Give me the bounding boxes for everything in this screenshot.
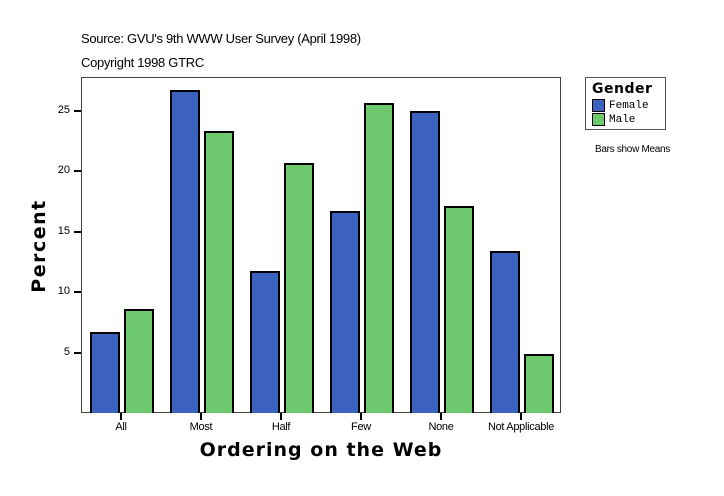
bar-male-most bbox=[204, 131, 234, 413]
bar-male-few bbox=[364, 103, 394, 413]
plot-area bbox=[81, 77, 561, 413]
bar-male-not-applicable bbox=[524, 353, 554, 413]
legend-label-female: Female bbox=[609, 99, 649, 112]
y-tick-label: 20 bbox=[57, 164, 70, 176]
legend: Gender Female Male bbox=[585, 77, 666, 130]
x-tick-label: Half bbox=[271, 421, 291, 433]
legend-label-male: Male bbox=[609, 113, 636, 126]
x-tick-label: None bbox=[428, 421, 454, 433]
bar-female-none bbox=[410, 110, 440, 413]
bar-female-few bbox=[330, 210, 360, 413]
legend-title: Gender bbox=[592, 81, 653, 97]
bar-male-none bbox=[444, 206, 474, 413]
bar-female-all bbox=[90, 331, 120, 413]
y-tick-label: 10 bbox=[57, 285, 70, 297]
bar-female-half bbox=[250, 271, 280, 413]
x-tick bbox=[520, 413, 522, 420]
y-tick bbox=[74, 109, 81, 112]
bar-female-not-applicable bbox=[490, 250, 520, 413]
bars-show-means-note: Bars show Means bbox=[595, 144, 670, 155]
y-tick bbox=[74, 351, 81, 354]
legend-item-male: Male bbox=[592, 113, 635, 126]
legend-item-female: Female bbox=[592, 99, 649, 112]
bar-male-all bbox=[124, 308, 154, 413]
x-tick-label: Few bbox=[351, 421, 371, 433]
bar-male-half bbox=[284, 162, 314, 413]
x-axis-title: Ordering on the Web bbox=[199, 439, 443, 461]
x-tick bbox=[200, 413, 202, 420]
x-tick-label: Not Applicable bbox=[487, 421, 555, 433]
bar-female-most bbox=[170, 89, 200, 413]
x-tick-label: Most bbox=[189, 421, 213, 433]
y-tick bbox=[74, 291, 81, 293]
y-tick bbox=[74, 230, 81, 233]
y-tick-label: 5 bbox=[63, 345, 70, 358]
copyright-text: Copyright 1998 GTRC bbox=[81, 55, 204, 70]
y-axis-title: Percent bbox=[28, 199, 50, 293]
y-tick bbox=[74, 170, 81, 172]
x-tick bbox=[440, 413, 442, 420]
x-tick bbox=[360, 413, 362, 420]
female-swatch bbox=[592, 99, 605, 112]
x-tick-label: All bbox=[115, 421, 127, 433]
y-tick-label: 25 bbox=[57, 103, 70, 116]
x-tick bbox=[280, 413, 282, 420]
male-swatch bbox=[592, 113, 605, 126]
source-text: Source: GVU's 9th WWW User Survey (April… bbox=[81, 31, 361, 46]
x-tick bbox=[120, 413, 122, 420]
y-tick-label: 15 bbox=[57, 224, 70, 237]
